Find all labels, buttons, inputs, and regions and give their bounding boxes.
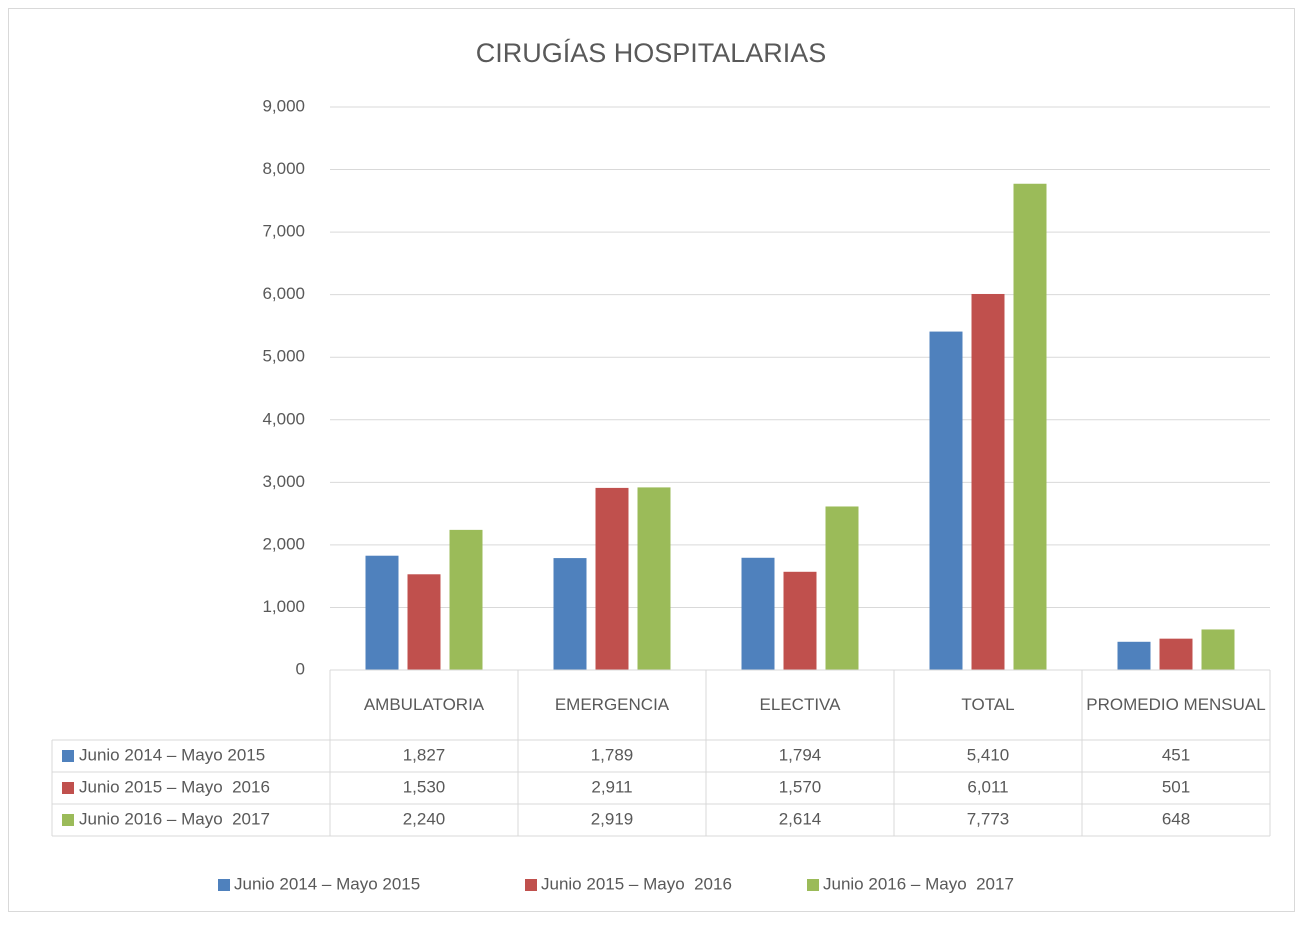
x-tick-label-box: ELECTIVA (759, 695, 841, 714)
y-tick-label: 8,000 (262, 159, 305, 178)
bar (1201, 629, 1235, 670)
legend-key (218, 879, 230, 891)
bar (1013, 183, 1047, 670)
table-series-name: Junio 2014 – Mayo 2015 (79, 745, 265, 764)
bar (741, 557, 775, 670)
x-tick-label: AMBULATORIA (363, 695, 485, 714)
y-tick-label: 5,000 (262, 347, 305, 366)
data-label: 451 (1162, 745, 1190, 764)
table-legend-key (62, 814, 74, 826)
data-label: 1,570 (779, 777, 822, 796)
x-tick-label-box: TOTAL (961, 695, 1015, 714)
data-label: 2,911 (591, 777, 632, 796)
legend-label: Junio 2014 – Mayo 2015 (234, 874, 420, 893)
x-tick-label: PROMEDIO MENSUAL (1086, 695, 1266, 714)
bar (929, 331, 963, 670)
data-label: 1,794 (779, 745, 822, 764)
x-tick-label: EMERGENCIA (554, 695, 670, 714)
y-tick-label: 2,000 (262, 534, 305, 553)
data-label: 2,919 (591, 809, 634, 828)
chart-title: CIRUGÍAS HOSPITALARIAS (476, 38, 827, 68)
bar (1117, 641, 1151, 670)
data-label: 501 (1162, 777, 1190, 796)
bar (407, 574, 441, 670)
bar (1159, 638, 1193, 670)
data-label: 6,011 (967, 777, 1008, 796)
data-label: 1,530 (403, 777, 446, 796)
data-label: 648 (1162, 809, 1190, 828)
bar (365, 555, 399, 670)
y-tick-label: 6,000 (262, 284, 305, 303)
table-legend-key (62, 750, 74, 762)
data-label: 5,410 (967, 745, 1010, 764)
bar (595, 487, 629, 670)
bar (637, 487, 671, 670)
legend-key (807, 879, 819, 891)
bar (971, 293, 1005, 670)
table-series-name: Junio 2015 – Mayo 2016 (79, 777, 270, 796)
y-tick-label: 9,000 (262, 96, 305, 115)
chart-border (8, 8, 1295, 912)
data-label: 1,789 (591, 745, 634, 764)
legend-label: Junio 2015 – Mayo 2016 (541, 874, 732, 893)
data-label: 1,827 (403, 745, 446, 764)
y-tick-label: 0 (296, 659, 305, 678)
y-tick-label: 7,000 (262, 222, 305, 241)
y-tick-label: 4,000 (262, 409, 305, 428)
bar (783, 571, 817, 670)
table-series-name: Junio 2016 – Mayo 2017 (79, 809, 270, 828)
x-tick-label-box: AMBULATORIA (363, 695, 485, 714)
table-legend-key (62, 782, 74, 794)
x-tick-label-box: EMERGENCIA (554, 695, 670, 714)
bar (553, 558, 587, 670)
data-label: 2,240 (403, 809, 446, 828)
y-tick-label: 3,000 (262, 472, 305, 491)
y-tick-label: 1,000 (262, 597, 305, 616)
legend-label: Junio 2016 – Mayo 2017 (823, 874, 1014, 893)
x-tick-label: TOTAL (961, 695, 1015, 714)
bar (825, 506, 859, 670)
data-label: 2,614 (779, 809, 822, 828)
x-tick-label: ELECTIVA (759, 695, 841, 714)
legend-key (525, 879, 537, 891)
data-label: 7,773 (967, 809, 1010, 828)
x-tick-label-box: PROMEDIO MENSUAL (1086, 695, 1266, 714)
bar (449, 529, 483, 670)
